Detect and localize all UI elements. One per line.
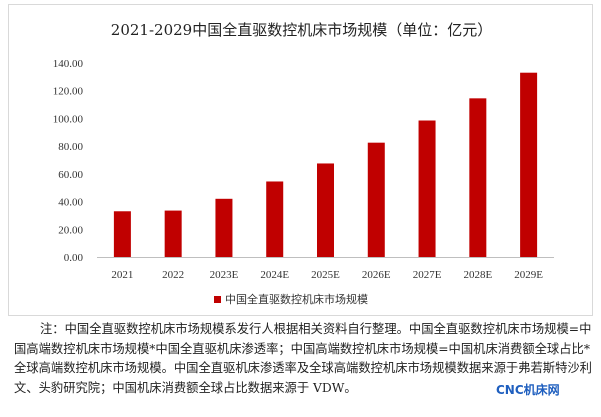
chart-frame: 2021-2029中国全直驱数控机床市场规模（单位：亿元） 0.00 20.00 4… — [8, 4, 593, 316]
bar — [367, 142, 385, 257]
x-tick-label: 2026E — [362, 269, 391, 281]
chart-title: 2021-2029中国全直驱数控机床市场规模（单位：亿元） — [110, 21, 493, 39]
x-tick-label: 2021 — [111, 269, 133, 281]
watermark-logo: CNC机床网 — [494, 381, 562, 398]
chart-note: 注：中国全直驱数控机床市场规模系发行人根据相关资料自行整理。中国全直驱数控机床市… — [14, 322, 592, 395]
bar — [418, 120, 436, 257]
y-tick-label: 0.00 — [64, 252, 84, 264]
bar — [520, 72, 538, 257]
x-tick-label: 2023E — [210, 269, 239, 281]
y-tick-label: 20.00 — [58, 224, 83, 236]
x-tick-label: 2028E — [463, 269, 492, 281]
chart-legend: 中国全直驱数控机床市场规模 — [214, 291, 368, 307]
y-tick-label: 140.00 — [53, 58, 84, 70]
bar — [317, 163, 334, 257]
x-tick-label: 2029E — [514, 269, 543, 281]
bar — [215, 198, 233, 257]
y-tick-label: 100.00 — [53, 113, 84, 125]
legend-label: 中国全直驱数控机床市场规模 — [225, 293, 368, 306]
y-tick-label: 120.00 — [53, 86, 84, 98]
y-tick-label: 80.00 — [58, 141, 83, 153]
y-tick-label: 40.00 — [58, 197, 83, 209]
bar — [164, 210, 182, 257]
bar — [266, 181, 284, 257]
bar — [113, 211, 131, 257]
bar-chart: 0.00 20.00 40.00 60.00 80.00 100.00 120.00 140.… — [53, 58, 554, 281]
x-tick-label: 2022 — [162, 269, 184, 281]
legend-swatch — [214, 295, 221, 303]
bar — [469, 98, 487, 257]
x-tick-label: 2025E — [311, 269, 340, 281]
x-tick-label: 2024E — [260, 269, 289, 281]
y-tick-label: 60.00 — [58, 169, 83, 181]
x-tick-label: 2027E — [413, 269, 442, 281]
